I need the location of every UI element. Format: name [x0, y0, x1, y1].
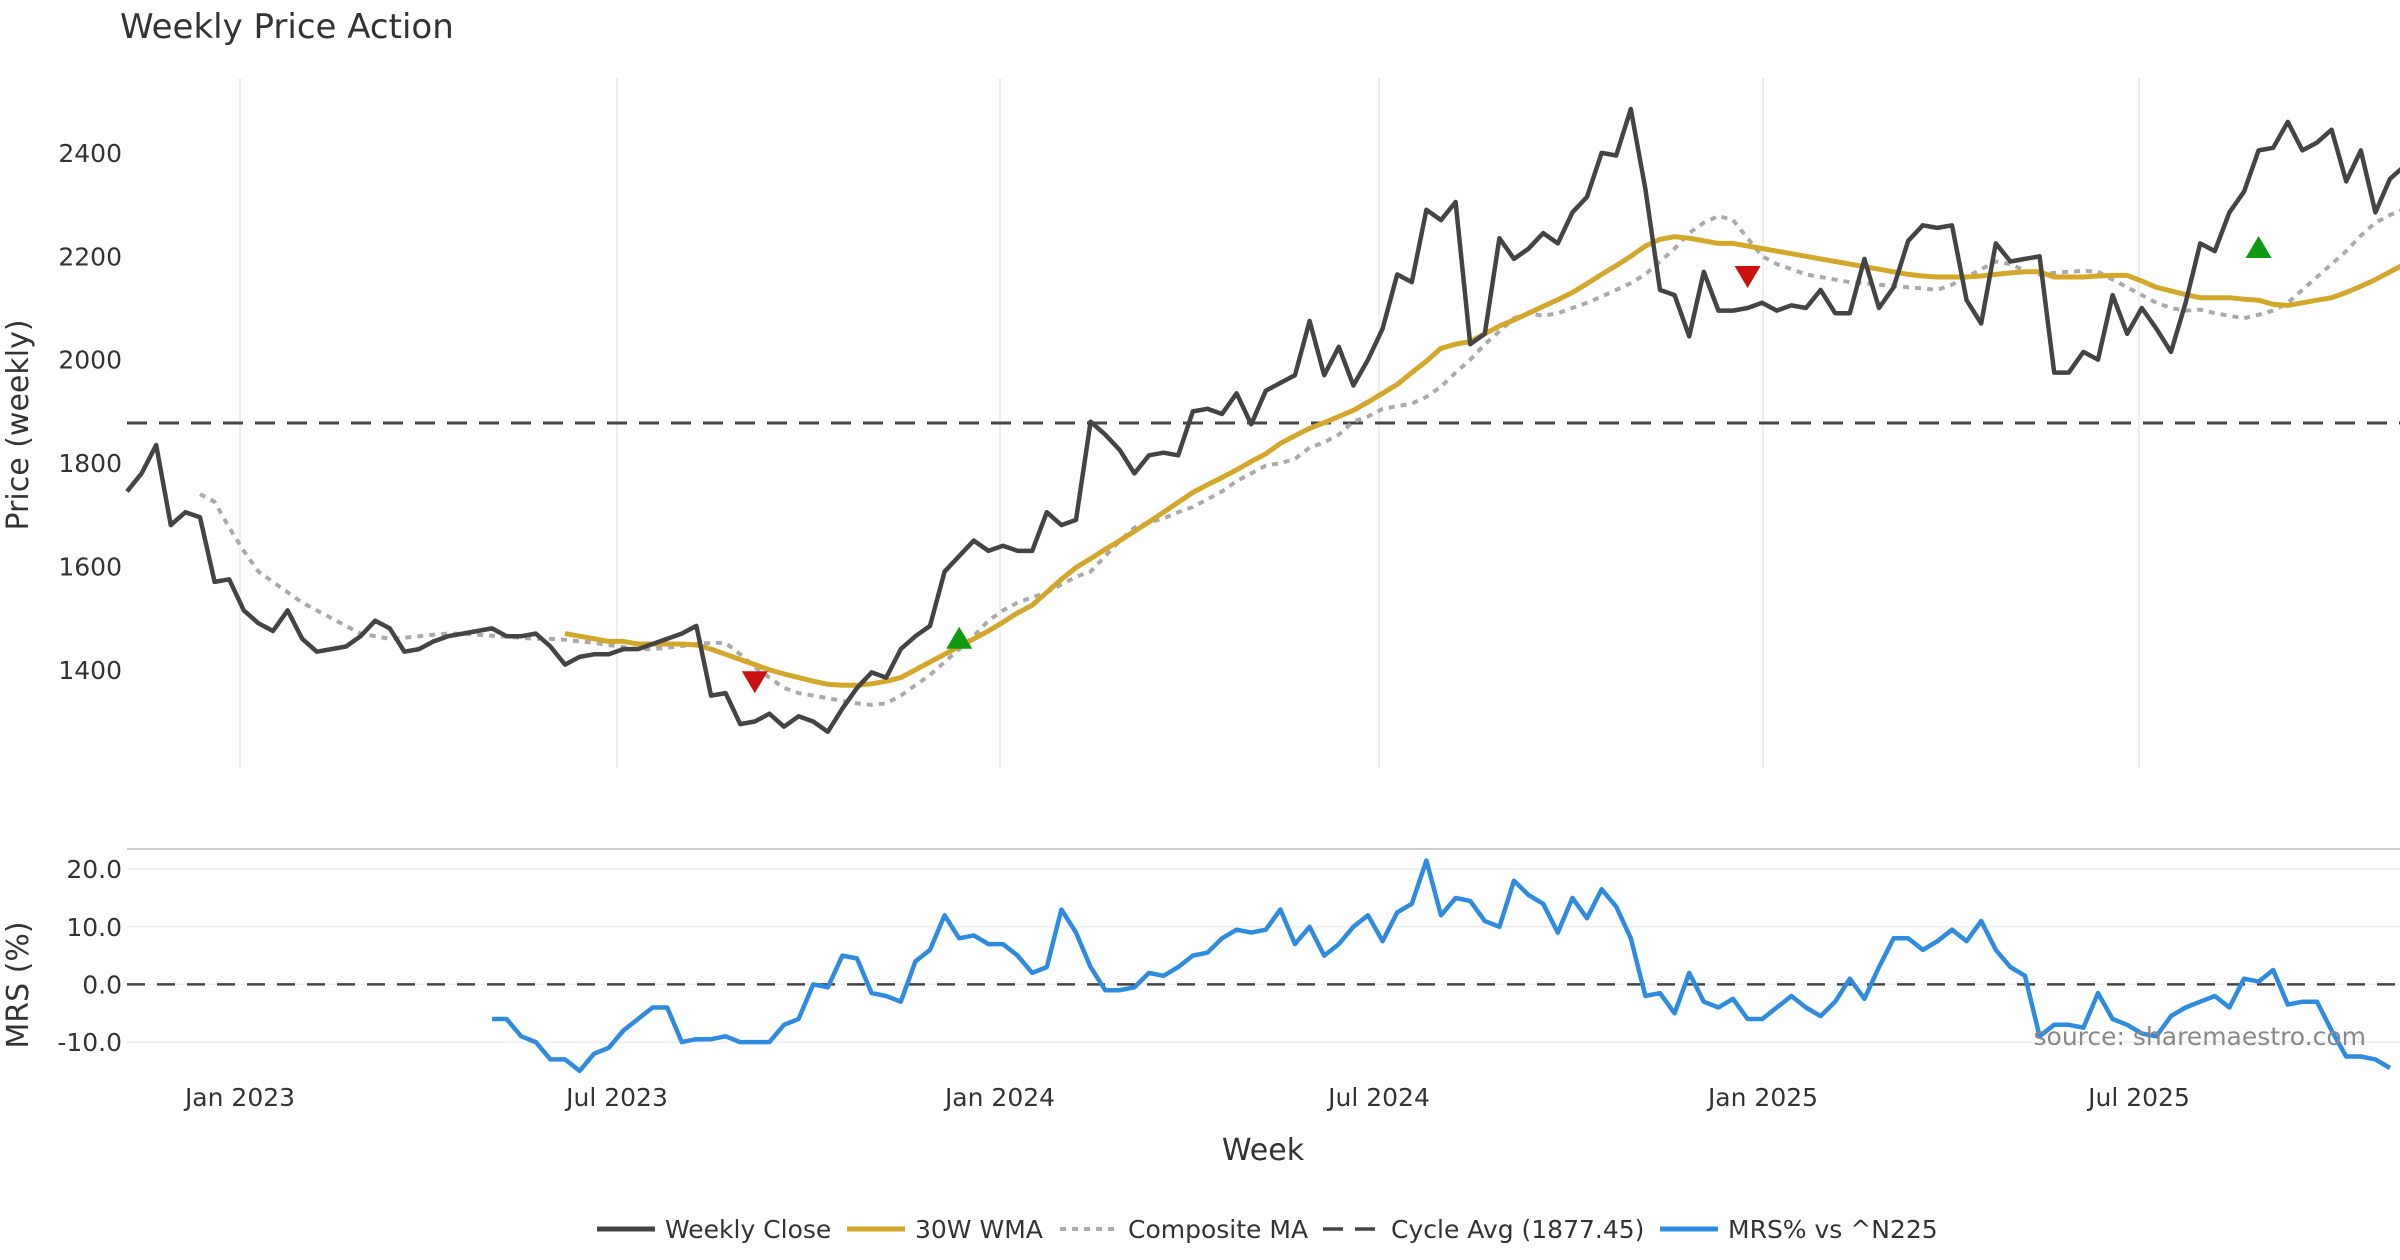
mrs-panel: -10.0 0.0 10.0 20.0 MRS (%) source: sharema… [1, 848, 2400, 1074]
sell-signal-marker-0 [741, 671, 768, 694]
chart-title: Weekly Price Action [120, 7, 454, 47]
sell-signal-marker-2 [1734, 265, 1761, 288]
price-series [125, 106, 2400, 735]
source-note: source: sharemaestro.com [2034, 1022, 2367, 1051]
buy-signal-marker-3 [2245, 236, 2272, 259]
price-y-tick: 1600 [58, 552, 122, 581]
mrs-series [492, 858, 2392, 1074]
price-y-tick: 2400 [58, 139, 122, 168]
series-30w-wma [564, 234, 2400, 688]
legend-label-weekly-close: Weekly Close [665, 1215, 831, 1244]
series-composite-ma [199, 208, 2400, 707]
mrs-y-tick: 10.0 [66, 913, 122, 942]
mrs-y-ticks: -10.0 0.0 10.0 20.0 [57, 855, 122, 1057]
mrs-y-tick: 0.0 [82, 970, 122, 999]
series-mrs-vs-n225 [492, 858, 2392, 1074]
price-panel: 1400 1600 1800 2000 2200 2400 Price (weekly) [1, 78, 2400, 768]
x-ticks: Jan 2023 Jul 2023 Jan 2024 Jul 2024 Jan 2025… [183, 1083, 2190, 1112]
x-tick: Jan 2023 [183, 1083, 295, 1112]
price-y-tick: 1400 [58, 656, 122, 685]
price-y-tick: 2000 [58, 346, 122, 375]
x-tick: Jul 2025 [2086, 1083, 2190, 1112]
legend-label-30w-wma: 30W WMA [915, 1215, 1043, 1244]
price-y-ticks: 1400 1600 1800 2000 2200 2400 [58, 139, 122, 685]
mrs-y-label: MRS (%) [1, 921, 36, 1048]
series-weekly-close [125, 106, 2400, 735]
x-tick: Jan 2025 [1706, 1083, 1818, 1112]
signal-markers [741, 236, 2272, 694]
buy-signal-marker-1 [946, 626, 973, 649]
legend-label-composite-ma: Composite MA [1128, 1215, 1308, 1244]
legend: Weekly Close 30W WMA Composite MA Cycle Avg… [597, 1215, 1938, 1244]
price-y-tick: 2200 [58, 242, 122, 271]
mrs-gridlines [127, 868, 2400, 1043]
x-tick: Jul 2024 [1326, 1083, 1430, 1112]
x-tick: Jan 2024 [943, 1083, 1055, 1112]
legend-label-cycle-avg-1877-45: Cycle Avg (1877.45) [1391, 1215, 1644, 1244]
price-y-label: Price (weekly) [1, 319, 36, 530]
legend-label-mrs-vs-n225: MRS% vs ^N225 [1728, 1215, 1938, 1244]
price-y-tick: 1800 [58, 449, 122, 478]
mrs-y-tick: -10.0 [57, 1028, 122, 1057]
mrs-y-tick: 20.0 [66, 855, 122, 884]
x-tick: Jul 2023 [564, 1083, 668, 1112]
x-axis-label: Week [1222, 1133, 1305, 1168]
